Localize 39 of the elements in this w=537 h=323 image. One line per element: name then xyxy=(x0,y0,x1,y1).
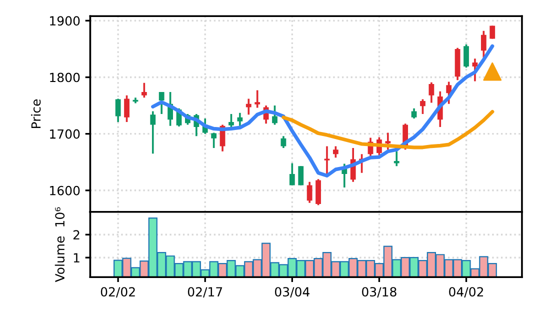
candlestick xyxy=(298,165,304,186)
y-tick-label: 1800 xyxy=(50,72,80,82)
candlestick xyxy=(385,132,391,151)
x-tick-label: 03/18 xyxy=(362,287,396,298)
candlestick xyxy=(141,82,147,99)
candlestick xyxy=(472,58,478,82)
y-tick-label: 1700 xyxy=(50,129,80,139)
y-tick-label: 2 xyxy=(73,230,80,240)
y-axis-title: Volume 10⁶ xyxy=(54,207,65,282)
candlestick xyxy=(289,162,295,186)
candlestick xyxy=(254,89,260,109)
candlestick xyxy=(237,112,243,127)
x-tick-label: 04/02 xyxy=(449,287,484,298)
candlestick xyxy=(490,24,496,40)
candlestick xyxy=(306,181,312,204)
candlestick xyxy=(480,30,486,58)
x-tick-label: 02/02 xyxy=(100,287,135,298)
x-tick-label: 02/17 xyxy=(188,287,222,298)
candlestick xyxy=(446,80,452,105)
y-tick-label: 1900 xyxy=(50,16,80,26)
y-axis-title: Price xyxy=(31,99,41,128)
candlestick xyxy=(464,44,469,69)
candlestick xyxy=(272,104,278,126)
candlestick xyxy=(280,135,286,149)
y-tick-label: 1 xyxy=(74,253,80,262)
candlestick xyxy=(324,145,330,175)
candlestick xyxy=(428,81,434,104)
y-tick-label: 1600 xyxy=(50,186,80,196)
candlestick xyxy=(394,150,400,167)
candlestick xyxy=(150,110,156,155)
x-tick-label: 03/04 xyxy=(274,287,310,298)
candlestick xyxy=(332,145,338,158)
candlestick xyxy=(316,178,321,206)
candlestick xyxy=(211,132,217,149)
candlestick xyxy=(124,94,130,123)
candlestick xyxy=(246,98,252,116)
candlestick xyxy=(115,98,121,123)
candlestick xyxy=(420,98,426,115)
candlestick xyxy=(411,107,417,120)
